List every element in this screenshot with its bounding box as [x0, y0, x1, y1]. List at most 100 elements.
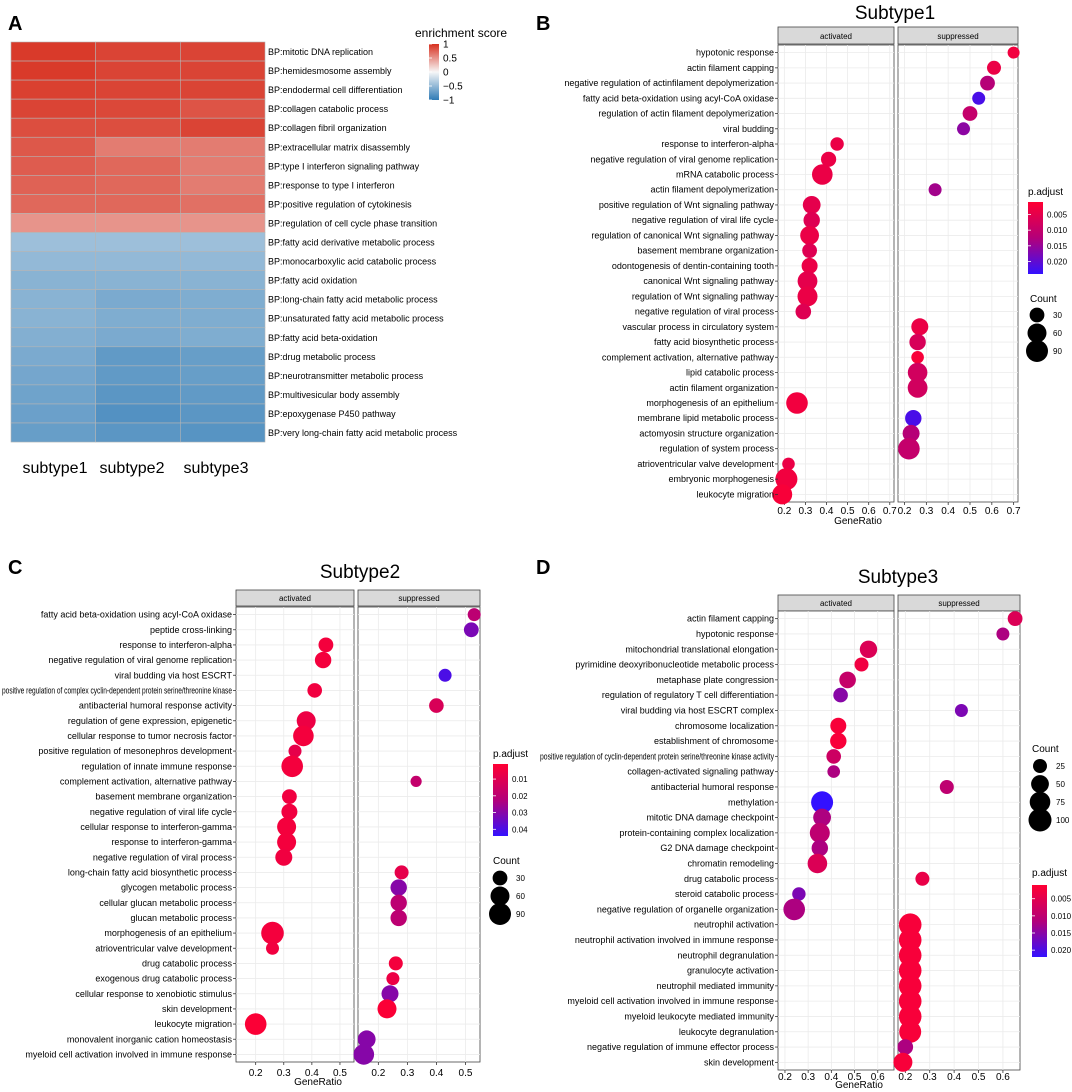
term-label: chromatin remodeling: [687, 859, 774, 869]
term-label: monovalent inorganic cation homeostasis: [67, 1034, 233, 1044]
facet-label: suppressed: [398, 594, 439, 603]
count-legend-dot: [1027, 323, 1047, 343]
term-label: drug catabolic process: [684, 874, 775, 884]
heatmap-cell: [180, 327, 266, 348]
term-label: lipid catabolic process: [686, 368, 775, 378]
term-label: methylation: [728, 797, 774, 807]
term-label: leukocyte migration: [696, 489, 774, 499]
dot-point-20: [911, 351, 924, 364]
dot-point-4: [962, 106, 978, 121]
x-tick-label: 0.6: [871, 1072, 885, 1083]
dot-point-11: [803, 212, 820, 229]
heatmap-cell: [95, 365, 181, 386]
dot-point-9: [928, 183, 942, 197]
term-label: hypotonic response: [696, 629, 774, 639]
heatmap-cell: [10, 422, 96, 443]
heatmap-row-label: BP:fatty acid beta-oxidation: [268, 333, 378, 343]
term-label: collagen-activated signaling pathway: [627, 767, 774, 777]
facet-label: suppressed: [938, 599, 979, 608]
heatmap-cell: [180, 98, 266, 119]
heatmap-cell: [10, 365, 96, 386]
dot-point-14: [277, 817, 297, 837]
heatmap-cell: [180, 384, 266, 405]
dot-point-6: [429, 698, 444, 713]
count-legend-title: Count: [1030, 294, 1057, 305]
term-label: negative regulation of viral process: [635, 307, 775, 317]
heatmap-row-label: BP:multivesicular body assembly: [268, 390, 400, 400]
panel-c-dotplot: Subtype2 activated 0.2 0.3 0.4 0.5 suppressed…: [2, 562, 528, 1088]
term-label: metaphase plate congression: [656, 675, 774, 685]
facet-strip: [357, 589, 481, 607]
count-legend-dot: [490, 886, 510, 906]
count-legend-dot: [489, 903, 511, 925]
heatmap-cell: [10, 156, 96, 176]
heatmap-cell: [180, 403, 266, 424]
dot-point-21: [261, 921, 284, 945]
dot-point-18: [911, 318, 929, 336]
term-label: skin development: [704, 1057, 775, 1067]
heatmap-row-label: BP:type I interferon signaling pathway: [268, 161, 420, 171]
term-label: negative regulation of actinfilament dep…: [564, 78, 774, 88]
heatmap-cell: [180, 365, 266, 386]
term-label: steroid catabolic process: [675, 889, 775, 899]
x-tick-label: 0.2: [371, 1068, 385, 1079]
term-label: long-chain fatty acid biosynthetic proce…: [68, 867, 233, 877]
dot-point-9: [826, 749, 841, 764]
dot-point-19: [783, 898, 805, 921]
dot-point-6: [954, 704, 968, 717]
panel-letter-a: A: [8, 13, 22, 35]
enrichment-legend-tick: 1: [443, 40, 449, 51]
dot-point-2: [859, 640, 878, 658]
count-legend-label: 90: [1053, 347, 1062, 356]
dot-point-29: [772, 484, 793, 505]
term-label: pyrimidine deoxyribonucleotide metabolic…: [575, 660, 774, 670]
dot-point-12: [811, 791, 834, 814]
term-label: regulation of actin filament depolymeriz…: [598, 109, 774, 119]
heatmap-cell: [95, 117, 181, 138]
heatmap-cell: [95, 156, 181, 176]
dot-point-15: [797, 271, 818, 291]
term-label: hypotonic response: [696, 48, 774, 58]
padj-tick-label: 0.005: [1047, 211, 1068, 220]
dot-point-23: [786, 392, 808, 414]
term-label: protein-containing complex localization: [619, 828, 774, 838]
dot-point-16: [275, 848, 293, 866]
term-label: establishment of chromosome: [654, 736, 774, 746]
term-label: cellular response to tumor necrosis fact…: [67, 731, 232, 741]
dot-point-19: [390, 894, 407, 911]
term-label: cellular glucan metabolic process: [99, 898, 232, 908]
dot-point-1: [463, 622, 479, 638]
dot-point-4: [438, 668, 452, 682]
padj-tick-label: 0.04: [512, 825, 528, 834]
heatmap-cell: [180, 79, 266, 100]
dot-point-24: [386, 972, 400, 986]
heatmap-column-label: subtype3: [184, 460, 249, 477]
dot-point-25: [381, 985, 399, 1003]
dot-point-20: [390, 909, 407, 927]
dot-point-7: [296, 711, 316, 731]
count-legend-title: Count: [1032, 744, 1059, 755]
x-tick-label: 0.3: [919, 506, 933, 517]
x-tick-label: 0.4: [429, 1068, 443, 1079]
count-legend-label: 75: [1056, 798, 1065, 807]
heatmap-row-label: BP:mitotic DNA replication: [268, 47, 373, 57]
heatmap-cell: [10, 251, 96, 271]
dot-point-13: [281, 803, 298, 820]
term-label: negative regulation of viral life cycle: [90, 807, 232, 817]
heatmap-row-label: BP:extracellular matrix disassembly: [268, 142, 411, 152]
dot-point-27: [782, 457, 795, 471]
heatmap-cell: [180, 289, 266, 309]
x-tick-label: 0.3: [801, 1072, 815, 1083]
term-label: glycogen metabolic process: [121, 883, 233, 893]
dot-point-29: [893, 1052, 913, 1072]
term-label: viral budding via host ESCRT: [115, 670, 233, 680]
dot-point-7: [821, 151, 837, 167]
dot-point-25: [902, 424, 920, 442]
heatmap-row-label: BP:hemidesmosome assembly: [268, 66, 392, 76]
heatmap-cell: [10, 213, 96, 233]
dot-point-17: [795, 303, 812, 320]
term-label: canonical Wnt signaling pathway: [643, 276, 774, 286]
x-tick-label: 0.3: [923, 1072, 937, 1083]
term-label: G2 DNA damage checkpoint: [660, 843, 774, 853]
x-tick-label: 0.4: [820, 506, 834, 517]
